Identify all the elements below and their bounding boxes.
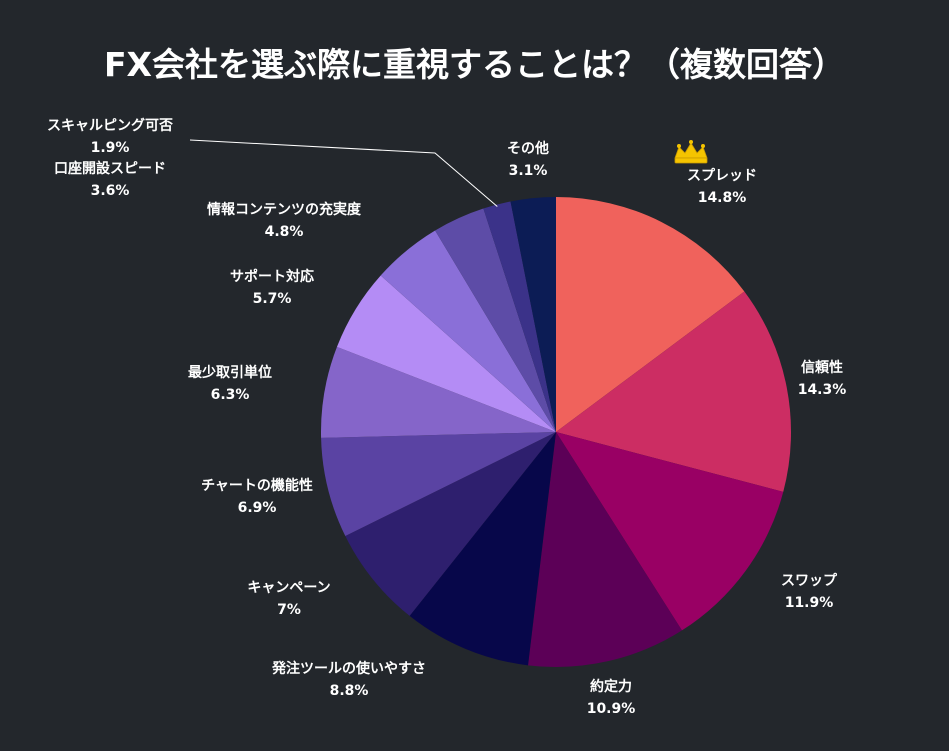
slice-label-name: 情報コンテンツの充実度 (207, 201, 362, 218)
slice-label-value: 11.9% (785, 595, 834, 611)
pie-slice-9 (380, 230, 556, 432)
slice-label-value: 8.8% (330, 683, 369, 699)
pie-slice-11 (483, 201, 556, 432)
slice-label-name: スプレッド (687, 168, 757, 184)
slice-label-value: 14.3% (798, 382, 847, 398)
slice-label-name: キャンペーン (247, 580, 330, 596)
pie-slice-5 (345, 432, 556, 616)
crown-icon (674, 140, 708, 164)
pie-slice-0 (556, 196, 745, 432)
slice-label-value: 4.8% (265, 224, 304, 240)
slice-label-value: 7% (277, 602, 301, 618)
slice-label-name: スワップ (781, 573, 838, 589)
slice-label-value: 3.6% (91, 183, 130, 199)
pie-slice-12 (510, 197, 556, 432)
pie-slice-10 (435, 208, 556, 432)
pie-slice-6 (321, 432, 556, 537)
slice-label-name: 信頼性 (801, 359, 843, 376)
pie-slice-7 (320, 346, 556, 438)
slice-label-name: 最少取引単位 (188, 364, 272, 381)
slice-label-name: 発注ツールの使いやすさ (271, 660, 426, 677)
slice-label-value: 10.9% (587, 701, 636, 717)
slice-label-value: 6.9% (238, 500, 277, 516)
pie-slice-4 (409, 432, 556, 666)
slice-label-value: 3.1% (509, 163, 548, 179)
slice-label-value: 14.8% (698, 190, 747, 206)
pie-slice-8 (336, 275, 556, 432)
slice-label-value: 6.3% (211, 387, 250, 403)
pie-slice-1 (556, 291, 792, 492)
slice-label-name: スキャルピング可否 (47, 117, 173, 134)
slice-label-name: チャートの機能性 (201, 477, 313, 494)
slice-label-value: 5.7% (253, 291, 292, 307)
slice-label-name: その他 (507, 140, 549, 157)
slice-label-name: 口座開設スピード (54, 160, 166, 177)
leader-line (189, 139, 498, 207)
slice-label-name: 約定力 (590, 678, 632, 695)
pie-slice-2 (556, 432, 784, 631)
slice-label-value: 1.9% (91, 140, 130, 156)
pie-slice-3 (528, 432, 682, 668)
chart-title: FX会社を選ぶ際に重視することは？（複数回答） (104, 45, 845, 84)
slice-label-name: サポート対応 (230, 268, 314, 285)
